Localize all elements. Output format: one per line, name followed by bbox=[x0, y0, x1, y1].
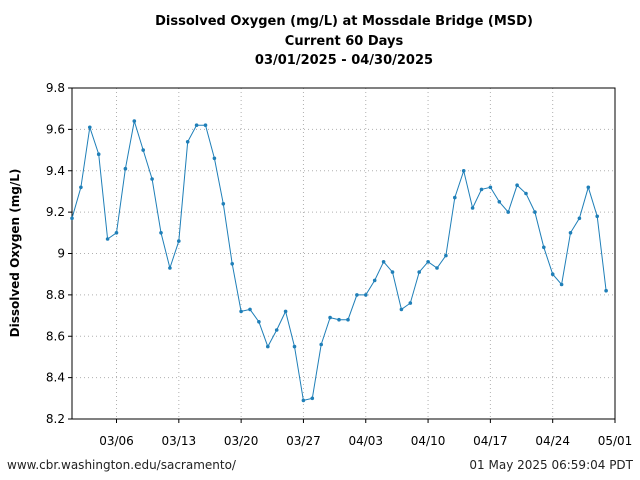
y-tick-label: 9.2 bbox=[46, 205, 65, 219]
data-point bbox=[346, 317, 350, 322]
data-point bbox=[159, 231, 163, 235]
x-tick-label: 03/06 bbox=[99, 434, 134, 448]
data-point bbox=[435, 266, 439, 270]
data-point bbox=[203, 123, 208, 127]
x-tick-label: 04/10 bbox=[411, 434, 446, 448]
data-point bbox=[105, 237, 110, 241]
data-point bbox=[177, 239, 181, 243]
data-point bbox=[399, 307, 404, 312]
data-point bbox=[604, 288, 608, 293]
x-tick-label: 03/20 bbox=[224, 434, 259, 448]
data-point bbox=[168, 266, 172, 270]
data-point bbox=[559, 282, 564, 287]
data-point bbox=[506, 210, 511, 214]
series-dissolved-oxygen bbox=[70, 119, 608, 403]
data-point bbox=[372, 278, 377, 283]
y-tick-label: 8.8 bbox=[46, 288, 65, 302]
data-point bbox=[444, 253, 448, 258]
data-point bbox=[595, 214, 599, 219]
generated-timestamp: 01 May 2025 06:59:04 PDT bbox=[469, 458, 633, 472]
y-tick-label: 8.6 bbox=[46, 329, 65, 343]
data-point bbox=[542, 245, 546, 250]
data-point bbox=[470, 206, 475, 210]
data-point bbox=[426, 260, 430, 264]
data-point bbox=[328, 315, 332, 320]
x-tick-label: 04/24 bbox=[535, 434, 570, 448]
data-point bbox=[355, 293, 359, 297]
y-tick-label: 9.8 bbox=[46, 81, 65, 95]
data-point bbox=[212, 156, 217, 161]
data-point bbox=[568, 231, 573, 235]
data-point bbox=[185, 140, 190, 144]
data-point bbox=[132, 119, 137, 123]
data-point bbox=[150, 177, 154, 181]
grid-lines bbox=[72, 88, 615, 419]
data-point bbox=[266, 344, 270, 349]
y-axis: 8.2 8.4 8.6 8.8 9 9.2 9.4 9.6 9.8 bbox=[46, 81, 72, 426]
data-point bbox=[283, 309, 288, 314]
data-point bbox=[497, 200, 502, 204]
data-point bbox=[88, 125, 92, 130]
y-tick-label: 9.4 bbox=[46, 164, 65, 178]
x-tick-label: 05/01 bbox=[598, 434, 633, 448]
data-point bbox=[114, 231, 119, 235]
plot-frame bbox=[71, 87, 616, 420]
x-axis: 03/06 03/13 03/20 03/27 04/03 04/10 04/17 04/24… bbox=[99, 419, 632, 448]
data-point bbox=[274, 328, 279, 332]
data-point bbox=[577, 216, 582, 221]
x-tick-label: 03/27 bbox=[286, 434, 321, 448]
data-point bbox=[301, 398, 306, 403]
data-point bbox=[221, 202, 226, 206]
data-point bbox=[461, 169, 466, 173]
data-point bbox=[550, 272, 555, 277]
y-tick-label: 8.2 bbox=[46, 412, 65, 426]
data-point bbox=[319, 342, 324, 347]
data-point bbox=[310, 396, 315, 401]
source-url[interactable]: www.cbr.washington.edu/sacramento/ bbox=[7, 458, 236, 472]
data-point bbox=[364, 293, 368, 297]
y-tick-label: 9.6 bbox=[46, 122, 65, 136]
data-point bbox=[239, 309, 243, 314]
data-point bbox=[123, 166, 128, 171]
data-point bbox=[79, 185, 83, 190]
data-point bbox=[194, 123, 199, 127]
data-point bbox=[292, 344, 297, 349]
y-tick-label: 9 bbox=[57, 247, 65, 261]
data-point bbox=[524, 191, 528, 196]
data-point bbox=[488, 185, 493, 190]
data-point bbox=[248, 307, 252, 312]
data-point bbox=[453, 195, 457, 200]
series-line bbox=[71, 120, 607, 402]
data-point bbox=[230, 262, 234, 266]
chart-date-range: 03/01/2025 - 04/30/2025 bbox=[254, 53, 434, 68]
data-point bbox=[257, 320, 261, 324]
y-tick-label: 8.4 bbox=[46, 371, 65, 385]
data-point bbox=[586, 185, 591, 190]
data-point bbox=[96, 152, 101, 156]
data-point bbox=[515, 183, 519, 187]
chart-title: Dissolved Oxygen (mg/L) at Mossdale Brid… bbox=[155, 14, 533, 29]
data-point bbox=[533, 210, 537, 214]
data-point bbox=[70, 216, 74, 221]
data-point bbox=[381, 260, 386, 264]
y-axis-label: Dissolved Oxygen (mg/L) bbox=[8, 169, 22, 338]
data-point bbox=[479, 187, 484, 192]
data-point bbox=[141, 148, 145, 152]
data-point bbox=[390, 270, 395, 274]
chart-subtitle: Current 60 Days bbox=[284, 34, 404, 49]
data-point bbox=[417, 270, 422, 274]
x-tick-label: 04/03 bbox=[348, 434, 383, 448]
data-point bbox=[408, 301, 413, 305]
data-point bbox=[337, 317, 341, 322]
x-tick-label: 04/17 bbox=[473, 434, 508, 448]
x-tick-label: 03/13 bbox=[162, 434, 197, 448]
